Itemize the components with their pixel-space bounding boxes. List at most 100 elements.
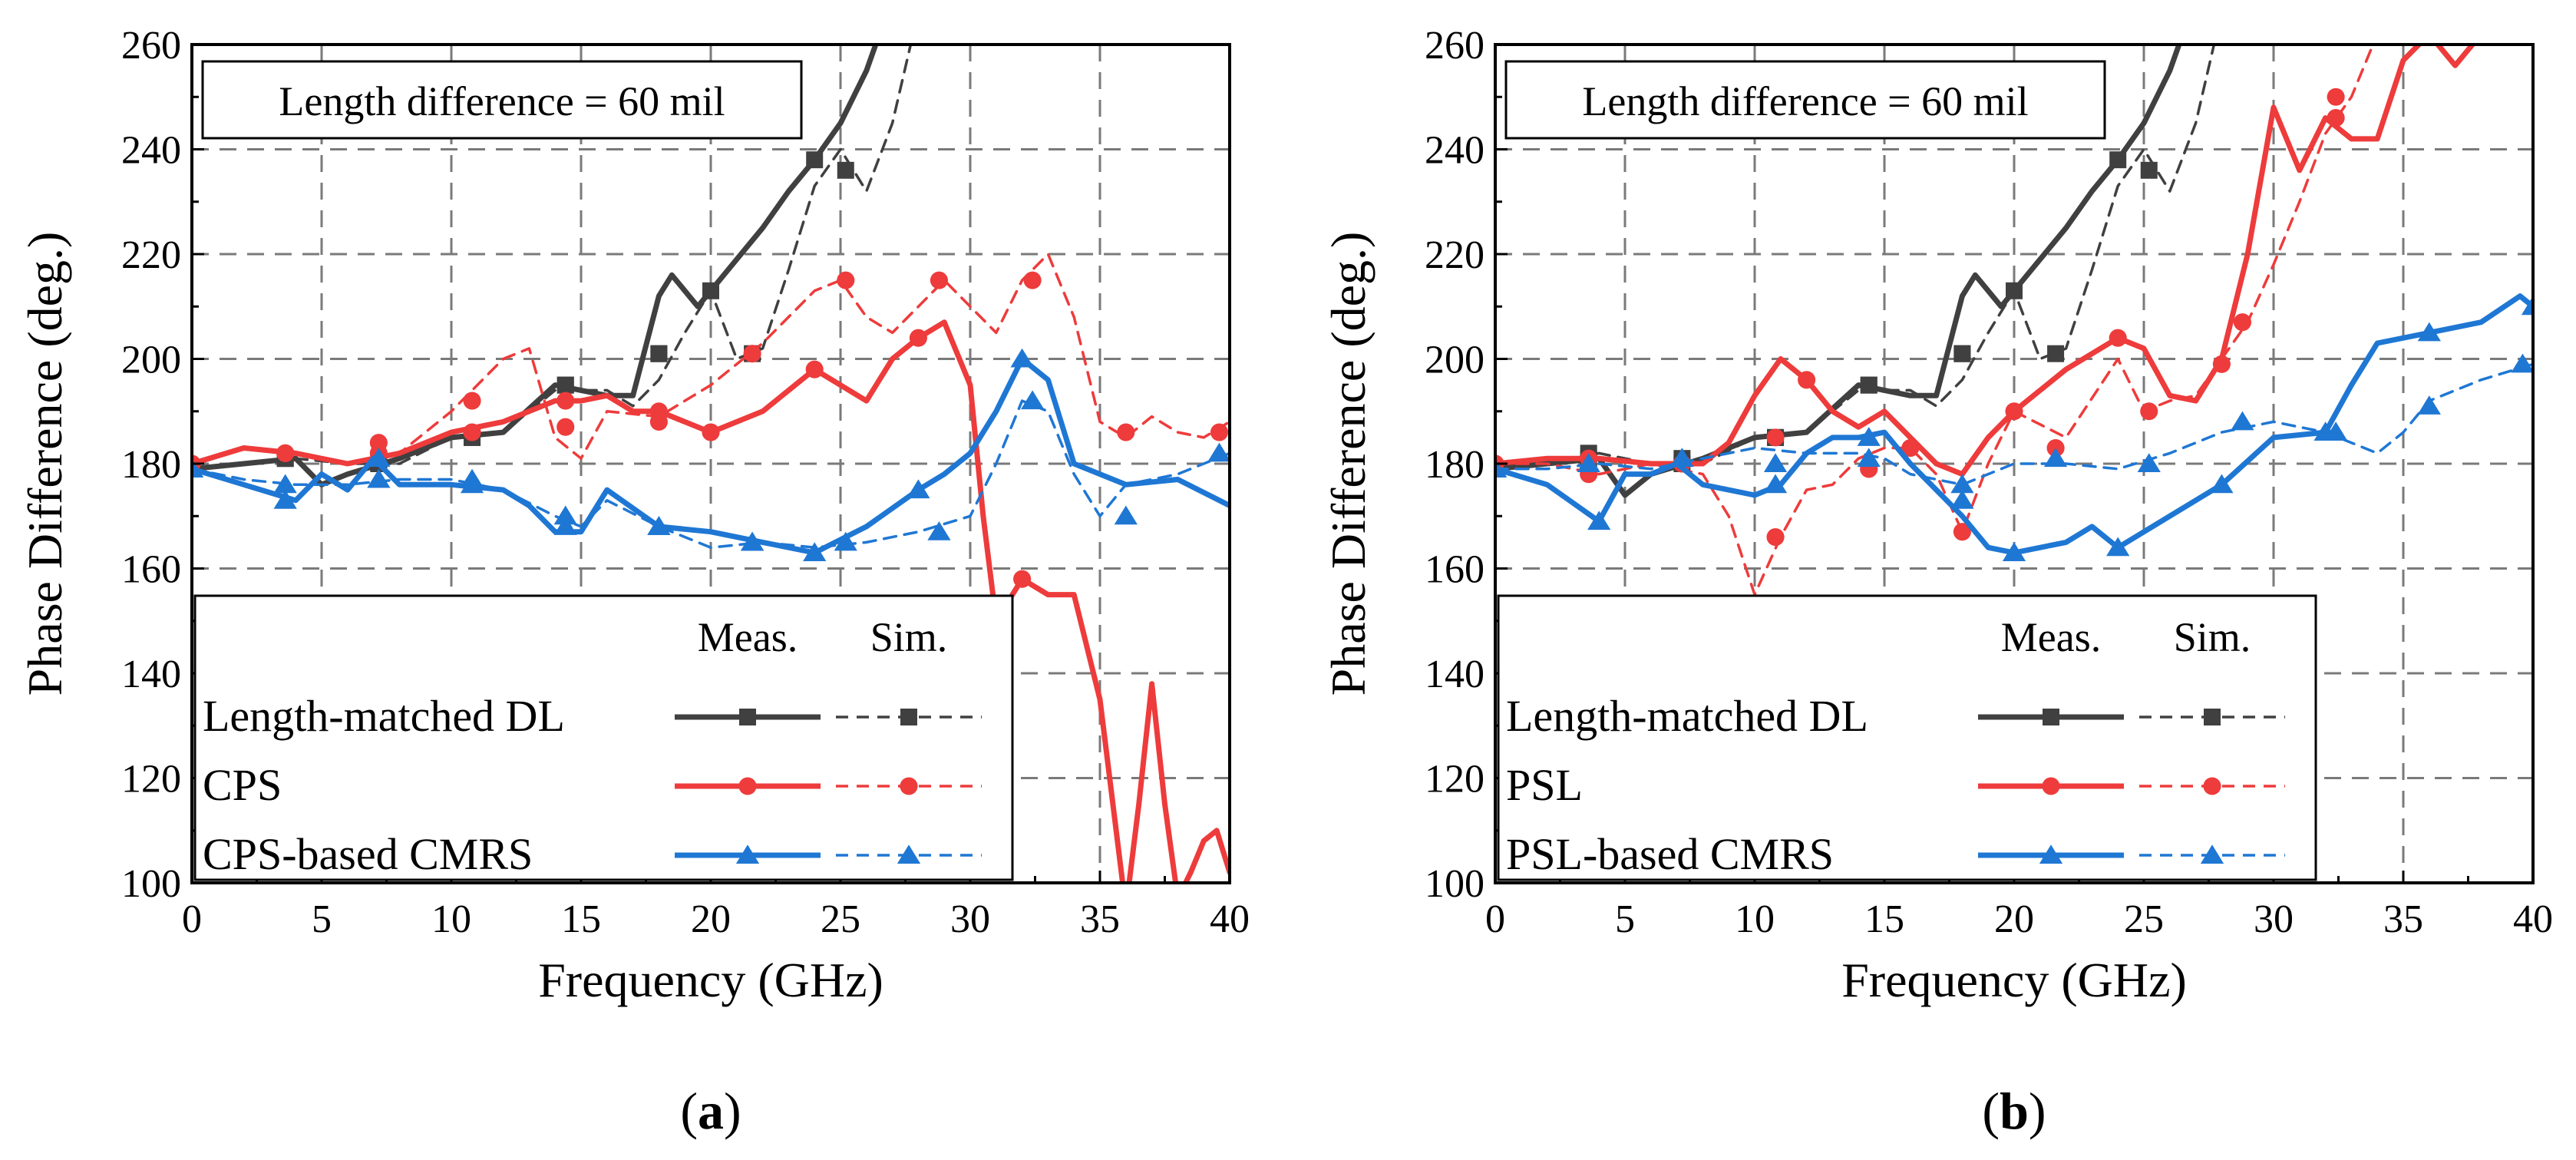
legend-marker-sim: [900, 709, 917, 725]
marker-psl-based-cmrs-meas: [2002, 542, 2026, 562]
marker-cps-sim: [276, 444, 295, 462]
marker-psl-meas: [1766, 428, 1785, 447]
marker-cps-based-cmrs-meas: [907, 479, 930, 499]
marker-psl-based-cmrs-meas: [1763, 474, 1788, 494]
marker-cps-sim: [649, 412, 668, 431]
marker-cps-meas: [909, 329, 927, 347]
y-axis-label: Phase Difference (deg.): [1321, 232, 1376, 696]
marker-psl-based-cmrs-meas: [1857, 427, 1881, 446]
x-tick-label: 20: [691, 897, 731, 941]
x-tick-label: 10: [431, 897, 471, 941]
marker-psl-based-cmrs-sim: [2231, 411, 2254, 431]
marker-psl-sim: [2140, 402, 2158, 421]
series-line-psl-based-cmrs-sim: [1495, 362, 2533, 487]
annotation-box: [1504, 60, 2106, 140]
marker-cps-sim: [930, 271, 948, 289]
x-tick-label: 10: [1735, 897, 1775, 941]
marker-cps-based-cmrs-sim: [834, 531, 857, 551]
marker-psl-sim: [1953, 523, 1971, 541]
marker-length-matched-dl-meas: [806, 151, 824, 169]
legend-box: [193, 594, 1014, 881]
marker-length-matched-dl-sim: [1860, 376, 1878, 394]
legend-marker-meas: [738, 777, 757, 795]
panel-a: 0 5 10 15 20 25 30 35 40 100 120 140 160 180 200 220 240…: [18, 24, 1250, 1140]
series-line-length-matched-dl-sim: [192, 45, 913, 471]
marker-cps-meas: [463, 423, 481, 441]
y-tick-label: 200: [121, 339, 181, 382]
marker-cps-sim: [837, 271, 855, 289]
legend-header-sim: Sim.: [2174, 614, 2251, 660]
legend: Meas. Sim. Length-matched DL PSL PSL-based C…: [1497, 594, 2317, 881]
x-tick-label: 15: [1864, 897, 1904, 941]
y-tick-label: 260: [121, 24, 181, 68]
marker-cps-based-cmrs-meas: [367, 448, 391, 468]
marker-psl-based-cmrs-sim: [1670, 448, 1694, 468]
series-group: [192, 45, 1230, 883]
x-tick-label: 30: [950, 897, 990, 941]
annotation-box: [201, 60, 803, 140]
marker-psl-based-cmrs-sim: [2417, 395, 2441, 415]
y-tick-label: 120: [121, 758, 181, 801]
legend-label: Length-matched DL: [1506, 691, 1868, 741]
y-tick-label: 120: [1425, 758, 1485, 801]
x-tick-label: 0: [1485, 897, 1505, 941]
legend-marker-sim: [900, 777, 918, 795]
marker-psl-based-cmrs-sim: [1950, 474, 1974, 494]
x-axis-label: Frequency (GHz): [1841, 953, 2187, 1007]
x-tick-label: 30: [2254, 897, 2294, 941]
marker-cps-meas: [556, 392, 575, 410]
series-line-cps-based-cmrs-sim: [192, 399, 1230, 549]
marker-length-matched-dl-sim: [2140, 161, 2158, 179]
marker-cps-based-cmrs-sim: [927, 521, 951, 540]
y-tick-label: 140: [1425, 653, 1485, 696]
gridlines: [192, 45, 1230, 883]
series-line-cps-meas: [192, 319, 1230, 883]
y-tick-label: 180: [121, 443, 181, 487]
y-axis-label: Phase Difference (deg.): [18, 232, 72, 696]
y-tick-label: 220: [1425, 233, 1485, 277]
x-tick-label: 35: [2383, 897, 2423, 941]
marker-psl-based-cmrs-meas: [2521, 296, 2533, 316]
marker-psl-based-cmrs-sim: [1763, 453, 1788, 472]
marker-psl-based-cmrs-meas: [2210, 474, 2234, 494]
axes: 0 5 10 15 20 25 30 35 40 100 120 140 160 180 200 220 240…: [1425, 24, 2553, 941]
x-tick-label: 15: [561, 897, 601, 941]
x-tick-label: 40: [2513, 897, 2553, 941]
marker-psl-based-cmrs-sim: [1857, 448, 1881, 468]
marker-cps-based-cmrs-sim: [553, 505, 577, 525]
marker-cps-sim: [1023, 271, 1042, 289]
marker-cps-sim: [743, 345, 761, 363]
marker-cps-based-cmrs-sim: [1114, 505, 1138, 525]
legend-marker-meas: [735, 844, 760, 864]
legend-marker-sim: [2200, 844, 2224, 864]
series-line-cps-based-cmrs-meas: [192, 356, 1230, 556]
y-tick-label: 240: [121, 129, 181, 173]
series-group: [1495, 45, 2533, 597]
y-tick-label: 160: [1425, 548, 1485, 592]
y-tick-label: 180: [1425, 443, 1485, 487]
x-tick-label: 5: [312, 897, 332, 941]
panel-b: 0 5 10 15 20 25 30 35 40 100 120 140 160 180 200 220 240…: [1321, 24, 2553, 1140]
legend-label: CPS-based CMRS: [203, 829, 533, 879]
legend: Meas. Sim. Length-matched DL CPS CPS-based C…: [193, 594, 1014, 881]
y-tick-label: 100: [121, 862, 181, 906]
marker-psl-sim: [1766, 528, 1785, 547]
marker-length-matched-dl-sim: [556, 376, 574, 394]
x-tick-label: 5: [1615, 897, 1635, 941]
marker-psl-based-cmrs-meas: [2106, 537, 2130, 557]
marker-length-matched-dl-meas: [2109, 151, 2127, 169]
panel-label-letter: a: [698, 1082, 724, 1140]
y-tick-label: 160: [121, 548, 181, 592]
panel-label: (a): [680, 1082, 741, 1140]
y-tick-label: 140: [121, 653, 181, 696]
legend-marker-meas: [2042, 777, 2060, 795]
marker-cps-based-cmrs-sim: [647, 516, 671, 535]
y-tick-label: 240: [1425, 129, 1485, 173]
annotation-text: Length difference = 60 mil: [279, 78, 725, 124]
marker-psl-based-cmrs-sim: [2137, 453, 2161, 472]
x-tick-label: 35: [1080, 897, 1120, 941]
marker-psl-based-cmrs-meas: [1950, 490, 1974, 509]
legend-marker-sim: [897, 844, 921, 864]
marker-cps-based-cmrs-sim: [460, 468, 484, 488]
